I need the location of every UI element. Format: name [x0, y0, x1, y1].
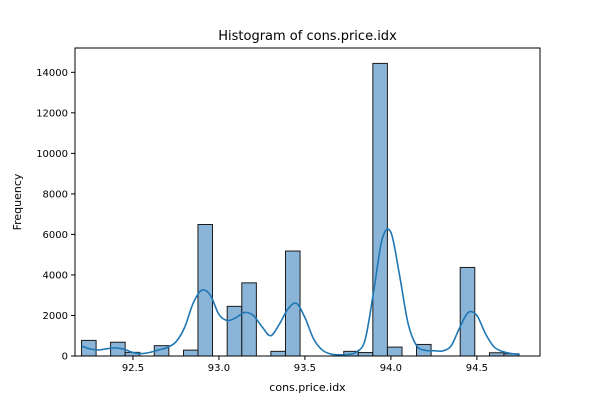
y-tick-label: 10000 — [36, 149, 68, 160]
y-tick-label: 14000 — [36, 68, 68, 79]
chart-title: Histogram of cons.price.idx — [218, 29, 397, 44]
x-tick-label: 93.0 — [208, 363, 230, 374]
histogram-bar-8 — [270, 350, 286, 357]
x-tick-label: 92.5 — [122, 363, 144, 374]
kde-curve — [81, 228, 520, 356]
kde-layer — [81, 228, 520, 356]
y-axis: 0 2000 4000 6000 8000 10000 12000 14000 — [36, 68, 75, 363]
plot-frame — [74, 47, 541, 357]
x-axis: 92.5 93.0 93.5 94.0 94.5 — [122, 356, 488, 374]
y-tick-label: 6000 — [43, 230, 68, 241]
bars-layer — [81, 62, 519, 357]
histogram-bar-6 — [226, 305, 243, 357]
y-tick-label: 12000 — [36, 108, 68, 119]
y-tick-label: 4000 — [43, 270, 68, 281]
histogram-bar-12 — [372, 62, 388, 357]
x-tick-label: 94.0 — [380, 363, 402, 374]
y-tick-label: 2000 — [43, 311, 68, 322]
histogram-bar-13 — [386, 346, 403, 357]
x-tick-label: 94.5 — [466, 363, 488, 374]
y-axis-title: Frequency — [11, 173, 24, 230]
x-tick-label: 93.5 — [294, 363, 316, 374]
histogram-bar-11 — [357, 352, 374, 357]
y-tick-label: 8000 — [43, 189, 68, 200]
x-axis-title: cons.price.idx — [269, 381, 346, 394]
y-tick-label: 0 — [62, 352, 68, 363]
histogram-bar-7 — [241, 282, 257, 357]
histogram-bar-4 — [183, 349, 199, 357]
